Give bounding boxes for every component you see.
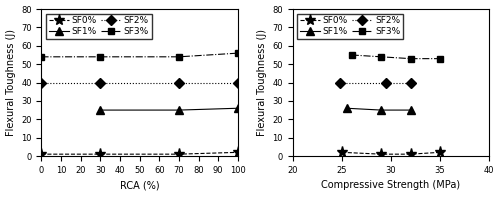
X-axis label: Compressive Strength (MPa): Compressive Strength (MPa) [322, 180, 460, 190]
SF2% [98, 81, 103, 84]
SF1% [176, 109, 182, 111]
SF3% [38, 56, 44, 58]
SF3% [408, 57, 414, 60]
SF0% [98, 153, 103, 155]
Line: SF2%: SF2% [336, 79, 414, 86]
SF0% [339, 151, 345, 154]
SF0% [38, 153, 44, 155]
SF2% [383, 81, 389, 84]
SF0% [437, 151, 443, 154]
Legend: SF0%, SF1%, SF2%, SF3%: SF0%, SF1%, SF2%, SF3% [298, 14, 403, 39]
SF1% [344, 107, 350, 109]
SF1% [98, 109, 103, 111]
Line: SF0%: SF0% [336, 147, 446, 160]
SF2% [176, 81, 182, 84]
SF3% [378, 56, 384, 58]
SF3% [235, 52, 241, 54]
Line: SF3%: SF3% [348, 52, 444, 62]
SF1% [408, 109, 414, 111]
Line: SF0%: SF0% [36, 147, 244, 160]
SF0% [235, 151, 241, 154]
SF2% [408, 81, 414, 84]
SF2% [235, 81, 241, 84]
SF0% [176, 153, 182, 155]
SF0% [408, 153, 414, 155]
Legend: SF0%, SF1%, SF2%, SF3%: SF0%, SF1%, SF2%, SF3% [46, 14, 152, 39]
SF2% [38, 81, 44, 84]
SF1% [378, 109, 384, 111]
Y-axis label: Flexural Toughness (J): Flexural Toughness (J) [6, 29, 16, 136]
SF0% [378, 153, 384, 155]
SF3% [98, 56, 103, 58]
Line: SF1%: SF1% [342, 104, 415, 114]
Y-axis label: Flexural Toughness (J): Flexural Toughness (J) [257, 29, 267, 136]
SF2% [337, 81, 343, 84]
SF3% [348, 54, 354, 56]
SF3% [176, 56, 182, 58]
Line: SF2%: SF2% [38, 79, 242, 86]
X-axis label: RCA (%): RCA (%) [120, 180, 160, 190]
SF1% [235, 107, 241, 109]
Line: SF3%: SF3% [38, 50, 242, 60]
Line: SF1%: SF1% [96, 104, 242, 114]
SF3% [437, 57, 443, 60]
